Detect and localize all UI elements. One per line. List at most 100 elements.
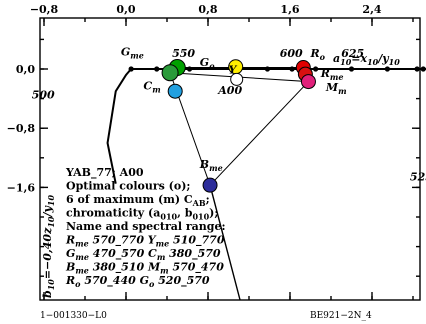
y-tick-label: −1,6: [7, 181, 36, 194]
wavelength-label: 550: [172, 47, 195, 60]
legend-line-part: G: [66, 247, 75, 260]
legend-line: 6 of maximum (m) CAB​;: [66, 193, 210, 208]
point-label-part: B: [199, 158, 209, 171]
point-mm: [300, 74, 316, 90]
legend-line: chromaticity (a010​, b010​);: [66, 207, 218, 222]
point-label-part: m: [338, 86, 346, 96]
wavelength-label: 500: [32, 89, 55, 102]
legend-line-part: 6 of maximum (m) C: [66, 193, 193, 206]
legend-line-part: R: [65, 274, 75, 287]
legend-line-part: 520_570: [154, 274, 210, 288]
legend-line-part: o: [75, 279, 81, 289]
legend-line-part: , b: [177, 207, 193, 220]
x-tick-label: −0,8: [30, 3, 59, 16]
x-axis-label-part: /y: [377, 52, 390, 65]
wavelength-label: 625: [341, 47, 364, 60]
point-bme: [202, 177, 218, 193]
plot-frame: [39, 17, 421, 301]
locus-dot: [313, 66, 319, 72]
point-label-part: me: [209, 163, 223, 173]
point-label-part: C: [143, 80, 152, 93]
point-label-part: o: [209, 61, 215, 71]
y-axis-label-part: 10: [46, 279, 56, 291]
y-axis-label-part: =−0,40z: [41, 227, 54, 279]
legend-line-part: 380_570: [165, 247, 221, 261]
legend-line: Optimal colours (o);: [66, 180, 190, 193]
tick-layer: −0,80,00,81,62,43,20,0−0,8−1,6: [7, 3, 420, 300]
point-label-part: A00: [217, 84, 242, 97]
x-tick-label: 2,4: [362, 3, 381, 16]
x-axis-label-part: =x: [351, 52, 367, 65]
legend-line-part: chromaticity (a: [66, 207, 160, 220]
legend-line-part: m: [157, 252, 165, 262]
legend-line-part: B: [65, 261, 75, 274]
x-tick-label: 0,8: [198, 3, 217, 16]
point-label-part: G: [200, 56, 209, 69]
y-axis-label-part: 10: [46, 195, 56, 207]
wavelength-label: 525c,E: [410, 171, 426, 184]
y-axis-label: b10​=−0,40z10​/y10​: [41, 195, 56, 298]
legend-line: Bme​ 380_510 Mm​ 570_470: [65, 261, 224, 276]
point-label-part: me: [130, 51, 144, 61]
point-layer: [161, 59, 316, 193]
x-tick-label: 1,6: [280, 3, 299, 16]
legend-line: Gme​ 470_570 Cm​ 380_570: [66, 247, 221, 262]
locus-dot: [128, 66, 134, 72]
locus-dot: [384, 66, 390, 72]
legend-line-part: Optimal colours (o);: [66, 180, 190, 193]
x-tick-label: 0,0: [116, 3, 135, 16]
point-label: Ro​: [310, 47, 326, 62]
legend-line: Name and spectral range:: [66, 220, 226, 233]
legend-line: Ro​ 570_440 Go​ 520_570: [65, 274, 210, 289]
legend-line-part: 570_440 G: [81, 274, 149, 288]
legend-line: Rme​ 570_770 Yme​ 510_770: [65, 234, 225, 249]
legend-line-part: 380_510 M: [89, 261, 161, 275]
point-a00: [230, 72, 244, 86]
point-label: A00​: [217, 84, 242, 97]
point-label-part: G: [121, 46, 130, 59]
point-label-part: R: [320, 67, 330, 80]
legend-line-part: AB: [192, 198, 206, 208]
footer-right: BE921−2N_4: [310, 311, 372, 321]
point-label: Mm​: [325, 81, 347, 96]
wavelength-label: 600: [280, 47, 303, 60]
bme-tail-line: [209, 185, 241, 301]
x-axis-label-part: 10: [389, 57, 401, 67]
legend-line-part: 570_470: [169, 261, 225, 275]
locus-dot: [420, 66, 426, 72]
legend-line-part: 470_570 C: [89, 247, 157, 261]
y-axis-label-part: /y: [41, 205, 54, 218]
legend-line-part: Name and spectral range:: [66, 220, 226, 233]
label-layer: a10​=x10​/y10​ b10​=−0,40z10​/y10​ 550 600 6…: [32, 46, 426, 298]
footer-left: 1−001330−L0: [40, 311, 107, 321]
legend-line-part: o: [149, 279, 155, 289]
legend-line-part: 510_770: [169, 234, 225, 248]
locus-dot: [414, 66, 420, 72]
legend-line-part: 010: [192, 212, 209, 222]
y-tick-label: 0,0: [16, 63, 35, 76]
legend-line-part: ;: [206, 193, 210, 206]
point-label: Bme​: [199, 158, 223, 173]
legend-line-part: me: [156, 239, 170, 249]
x-axis-label-part: 10: [340, 57, 352, 67]
legend-line-part: );: [209, 207, 218, 220]
plot-frame-layer: [39, 17, 421, 301]
legend-line-part: R: [65, 234, 75, 247]
legend-line-part: 010: [160, 212, 177, 222]
point-label: Y​: [229, 63, 238, 76]
point-label-part: Y: [229, 63, 238, 76]
y-axis-label-part: b: [41, 290, 54, 298]
point-label: Go​: [200, 56, 215, 71]
point-label-part: M: [325, 81, 339, 94]
point-label: Cm​: [143, 80, 160, 95]
point-label-part: o: [320, 52, 326, 62]
legend-line-part: me: [75, 239, 89, 249]
legend-line-part: m: [160, 266, 168, 276]
x-axis-label: a10​=x10​/y10​: [333, 52, 400, 67]
point-label: Rme​: [320, 67, 344, 82]
point-cm: [167, 83, 183, 99]
locus-dot: [348, 66, 355, 72]
locus-dot: [154, 66, 160, 72]
